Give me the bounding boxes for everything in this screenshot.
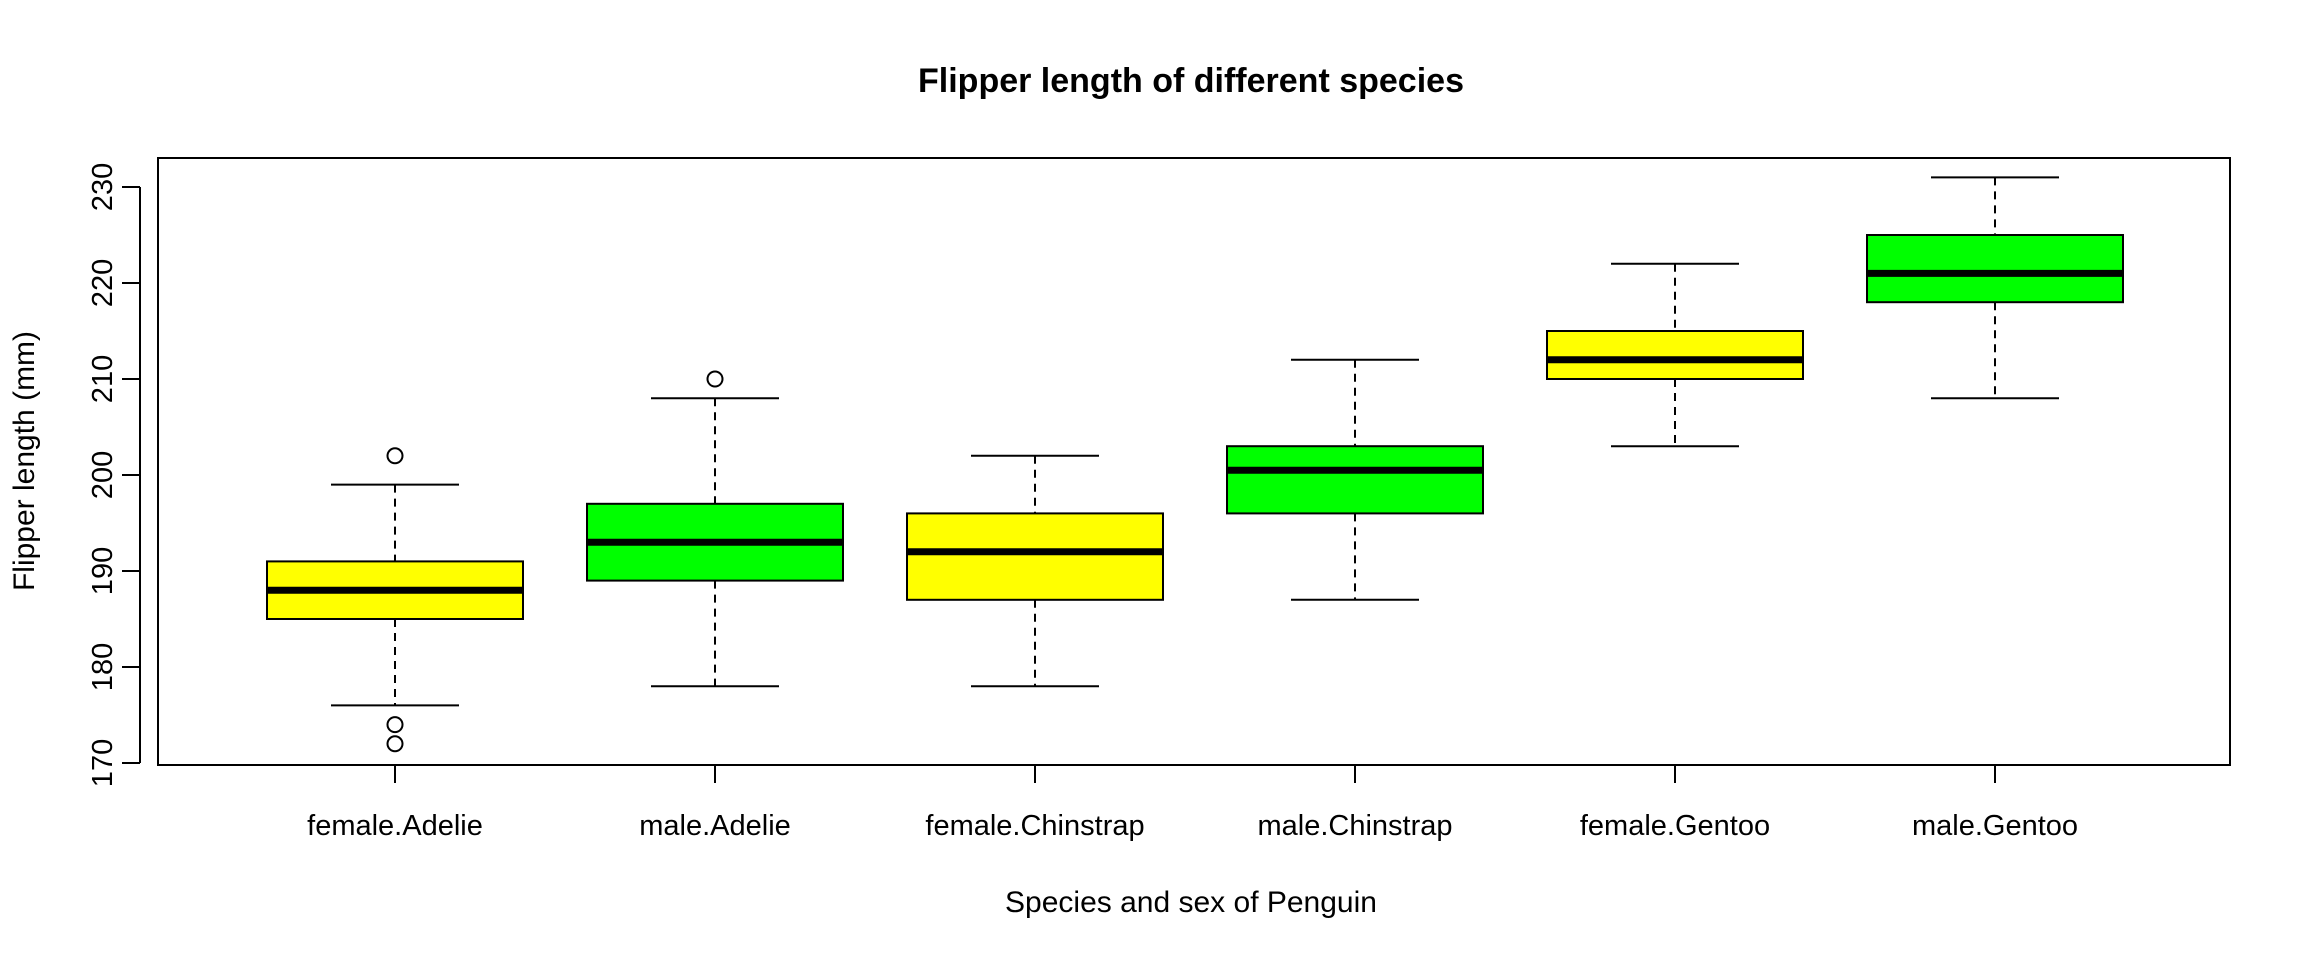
y-tick-label: 220 xyxy=(87,259,119,307)
y-tick-label: 180 xyxy=(87,643,119,691)
x-tick-label: male.Adelie xyxy=(639,810,791,842)
box-female.Adelie xyxy=(266,447,524,753)
x-axis-label: Species and sex of Penguin xyxy=(1005,886,1377,919)
x-tick-label: female.Chinstrap xyxy=(925,810,1144,842)
x-tick-label: male.Gentoo xyxy=(1912,810,2078,842)
outlier-point xyxy=(386,447,404,465)
box-male.Adelie xyxy=(586,370,844,688)
boxes-group xyxy=(266,176,2124,753)
plot-frame xyxy=(157,157,2231,766)
outlier-point xyxy=(386,735,404,753)
box-female.Chinstrap xyxy=(906,454,1164,688)
x-tick-label: male.Chinstrap xyxy=(1257,810,1452,842)
iqr-box xyxy=(1546,330,1804,380)
iqr-box xyxy=(1226,445,1484,515)
y-tick-label: 200 xyxy=(87,451,119,499)
outlier-point xyxy=(706,370,724,388)
box-male.Chinstrap xyxy=(1226,358,1484,601)
y-tick-label: 190 xyxy=(87,547,119,595)
x-tick-label: female.Adelie xyxy=(307,810,483,842)
iqr-box xyxy=(906,512,1164,601)
y-axis-label: Flipper length (mm) xyxy=(8,331,41,591)
y-tick-label: 210 xyxy=(87,355,119,403)
y-axis: 170 180 190 200 210 220 230 xyxy=(87,163,141,787)
x-axis: female.Adelie male.Adelie female.Chinstrap… xyxy=(307,765,2078,842)
x-tick-label: female.Gentoo xyxy=(1580,810,1770,842)
outlier-point xyxy=(386,716,404,734)
chart-title: Flipper length of different species xyxy=(918,62,1464,100)
y-tick-label: 230 xyxy=(87,163,119,211)
iqr-box xyxy=(1866,234,2124,304)
box-male.Gentoo xyxy=(1866,176,2124,400)
box-female.Gentoo xyxy=(1546,262,1804,448)
y-tick-label: 170 xyxy=(87,739,119,787)
